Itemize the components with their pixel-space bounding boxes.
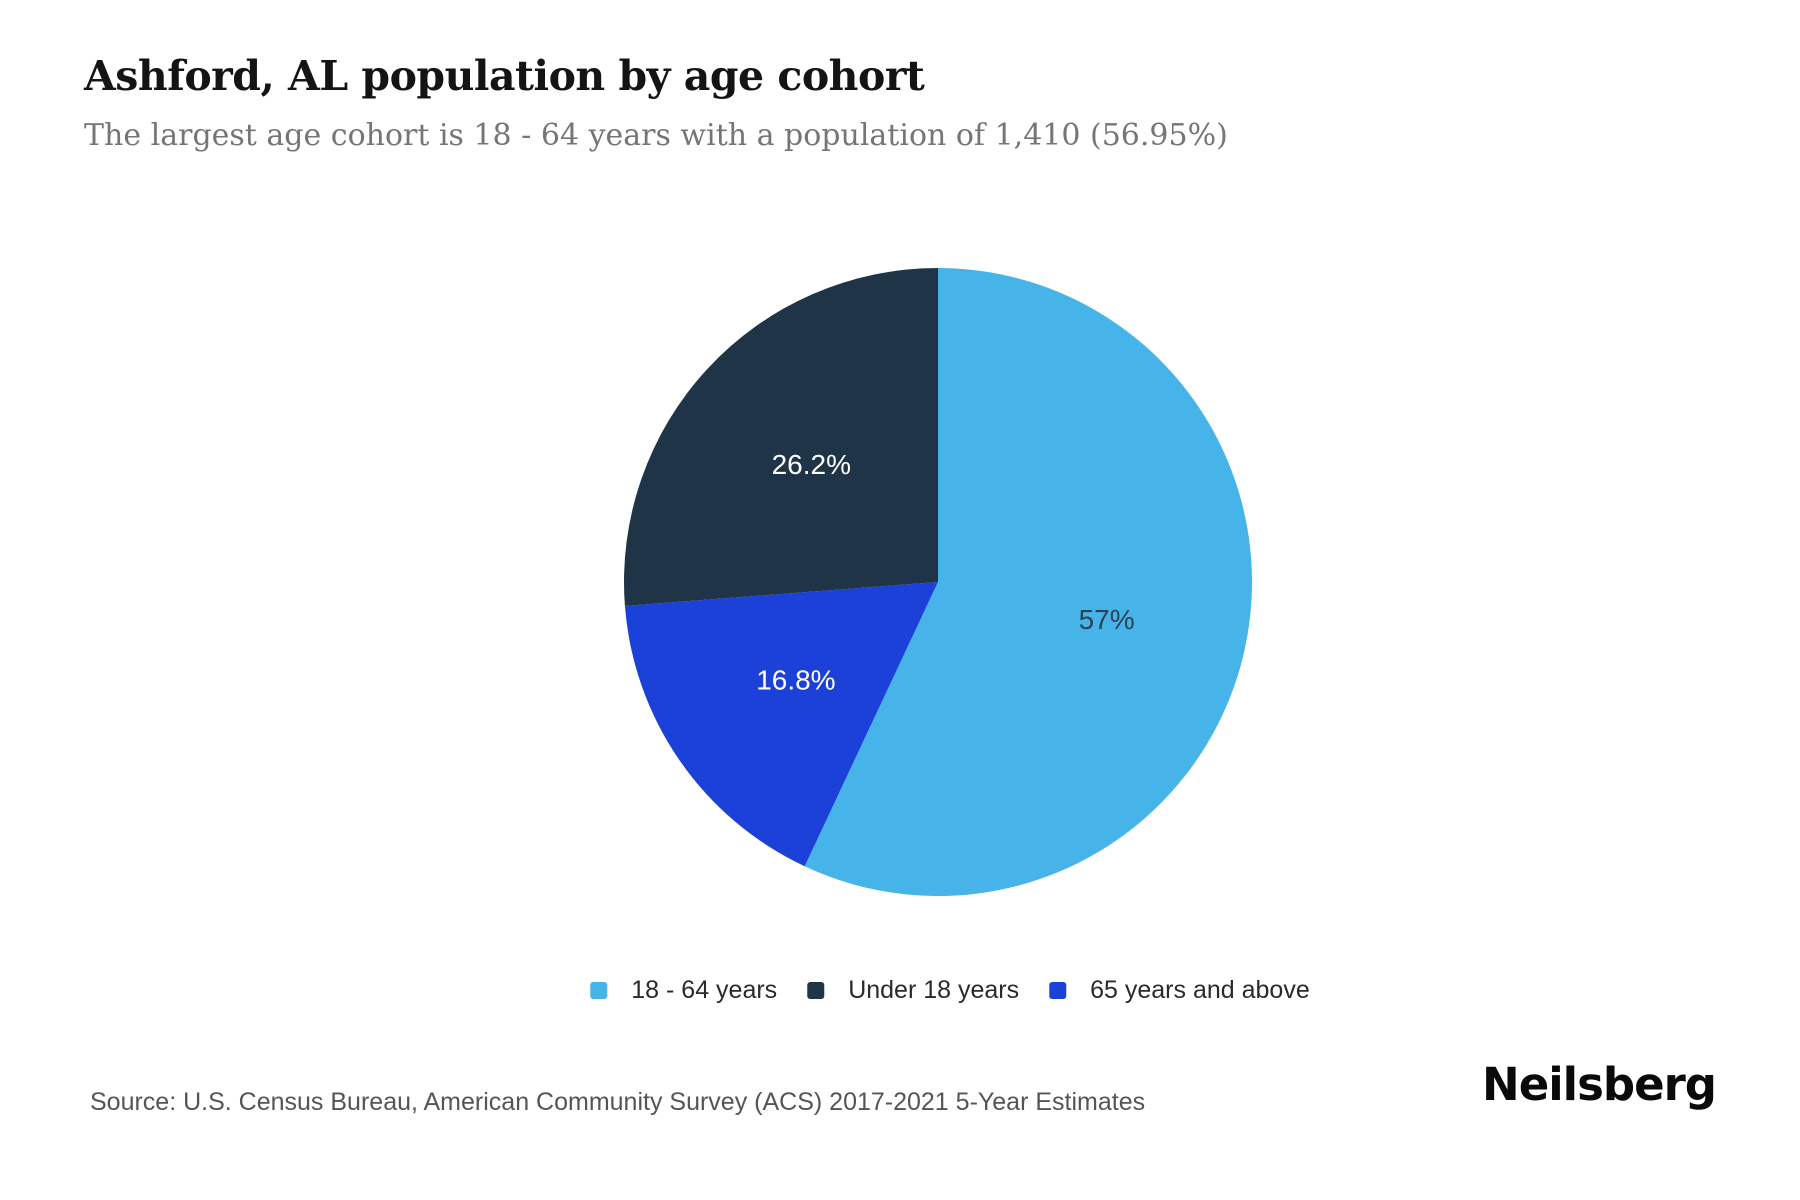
chart-title: Ashford, AL population by age cohort (84, 52, 925, 100)
legend: 18 - 64 years Under 18 years 65 years and … (590, 976, 1310, 1005)
legend-label: Under 18 years (848, 976, 1020, 1004)
legend-item-65-years-and-above[interactable]: 65 years and above (1049, 976, 1310, 1005)
chart-subtitle: The largest age cohort is 18 - 64 years … (84, 118, 1228, 153)
pie-chart: 57% 16.8% 26.2% (588, 232, 1288, 932)
legend-swatch-icon (807, 982, 825, 999)
pie-slice-65-years-and-above[interactable] (624, 582, 938, 867)
legend-swatch-icon (1049, 982, 1067, 999)
pie-slice-label-18-64-years: 57% (1079, 604, 1135, 635)
pie-slice-18-64-years[interactable] (804, 268, 1252, 897)
legend-label: 65 years and above (1090, 976, 1310, 1004)
pie-slice-label-65-years-and-above: 16.8% (756, 665, 835, 696)
legend-item-18-64-years[interactable]: 18 - 64 years (590, 976, 777, 1005)
pie-chart-svg: 57% 16.8% 26.2% (623, 268, 1252, 897)
legend-item-under-18-years[interactable]: Under 18 years (807, 976, 1019, 1005)
legend-label: 18 - 64 years (631, 976, 778, 1004)
source-note: Source: U.S. Census Bureau, American Com… (90, 1088, 1146, 1116)
pie-slice-label-under-18-years: 26.2% (772, 449, 851, 480)
legend-swatch-icon (590, 982, 608, 999)
brand-logo: Neilsberg (1482, 1058, 1717, 1111)
pie-slice-under-18-years[interactable] (623, 268, 938, 606)
